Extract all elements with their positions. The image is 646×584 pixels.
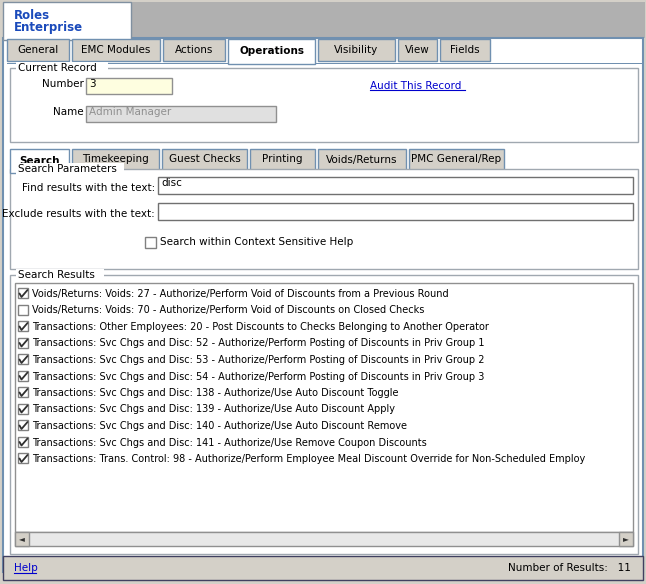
Bar [398, 39, 437, 61]
Text: Transactions: Other Employees: 20 - Post Discounts to Checks Belonging to Anothe: Transactions: Other Employees: 20 - Post… [32, 322, 489, 332]
Text: PMC General/Rep: PMC General/Rep [412, 155, 501, 165]
Text: ►: ► [623, 534, 629, 544]
Text: Transactions: Svc Chgs and Disc: 138 - Authorize/Use Auto Discount Toggle: Transactions: Svc Chgs and Disc: 138 - A… [32, 388, 399, 398]
Text: Search within Context Sensitive Help: Search within Context Sensitive Help [160, 237, 353, 247]
Text: Help: Help [14, 563, 37, 573]
Text: EMC Modules: EMC Modules [81, 45, 151, 55]
Bar [131, 2, 645, 38]
Bar [15, 532, 633, 546]
Bar [409, 149, 504, 170]
Bar [162, 149, 247, 170]
Bar [3, 556, 643, 580]
Text: Number: Number [42, 79, 84, 89]
Bar [18, 321, 28, 331]
Bar [86, 106, 276, 122]
Text: Voids/Returns: Voids: 27 - Authorize/Perform Void of Discounts from a Previous R: Voids/Returns: Voids: 27 - Authorize/Per… [32, 289, 448, 299]
Text: Roles: Roles [14, 9, 50, 22]
Text: Find results with the text:: Find results with the text: [22, 183, 155, 193]
Text: Transactions: Svc Chgs and Disc: 54 - Authorize/Perform Posting of Discounts in : Transactions: Svc Chgs and Disc: 54 - Au… [32, 371, 484, 381]
Text: Voids/Returns: Voids: 70 - Authorize/Perform Void of Discounts on Closed Checks: Voids/Returns: Voids: 70 - Authorize/Per… [32, 305, 424, 315]
Text: Number of Results:   11: Number of Results: 11 [508, 563, 631, 573]
Bar [15, 283, 633, 532]
Bar [10, 275, 638, 554]
Bar [18, 420, 28, 430]
Bar [7, 39, 69, 61]
Bar [16, 163, 124, 175]
Text: Exclude results with the text:: Exclude results with the text: [2, 209, 155, 219]
Text: Audit This Record: Audit This Record [370, 81, 461, 91]
Bar [10, 169, 638, 269]
Text: View: View [405, 45, 430, 55]
Text: Operations: Operations [239, 47, 304, 57]
Bar [228, 39, 315, 64]
Text: Fields: Fields [450, 45, 480, 55]
Bar [250, 149, 315, 170]
Text: Current Record: Current Record [18, 63, 97, 73]
Bar [619, 532, 633, 546]
Text: Transactions: Svc Chgs and Disc: 52 - Authorize/Perform Posting of Discounts in : Transactions: Svc Chgs and Disc: 52 - Au… [32, 339, 484, 349]
Bar [18, 436, 28, 447]
Text: Transactions: Trans. Control: 98 - Authorize/Perform Employee Meal Discount Over: Transactions: Trans. Control: 98 - Autho… [32, 454, 585, 464]
Text: Admin Manager: Admin Manager [89, 107, 171, 117]
Text: Guest Checks: Guest Checks [169, 155, 240, 165]
Text: Voids/Returns: Voids/Returns [326, 155, 398, 165]
Text: Timekeeping: Timekeeping [82, 155, 149, 165]
Text: Visibility: Visibility [335, 45, 379, 55]
Text: Transactions: Svc Chgs and Disc: 53 - Authorize/Perform Posting of Discounts in : Transactions: Svc Chgs and Disc: 53 - Au… [32, 355, 484, 365]
Bar [18, 338, 28, 347]
Bar [440, 39, 490, 61]
Text: Transactions: Svc Chgs and Disc: 140 - Authorize/Use Auto Discount Remove: Transactions: Svc Chgs and Disc: 140 - A… [32, 421, 407, 431]
Bar [158, 203, 633, 220]
Text: Transactions: Svc Chgs and Disc: 141 - Authorize/Use Remove Coupon Discounts: Transactions: Svc Chgs and Disc: 141 - A… [32, 437, 427, 447]
Text: General: General [17, 45, 59, 55]
Bar [158, 177, 633, 194]
Text: Enterprise: Enterprise [14, 21, 83, 34]
Bar [318, 39, 395, 61]
Text: disc: disc [161, 178, 182, 188]
Text: 3: 3 [89, 79, 96, 89]
Bar [72, 149, 159, 170]
Bar [10, 68, 638, 142]
Bar [15, 532, 29, 546]
Bar [3, 556, 643, 580]
Text: Search: Search [19, 156, 59, 166]
Bar [7, 63, 643, 64]
Bar [18, 404, 28, 413]
Bar [163, 39, 225, 61]
Bar [72, 39, 160, 61]
Bar [18, 387, 28, 397]
Text: ◄: ◄ [19, 534, 25, 544]
Bar [16, 62, 108, 74]
Text: Search Results: Search Results [18, 270, 95, 280]
Text: Name: Name [54, 107, 84, 117]
Bar [86, 78, 172, 94]
Bar [318, 149, 406, 170]
Bar [18, 453, 28, 463]
Bar [16, 269, 104, 281]
Bar [145, 237, 156, 248]
Bar [18, 354, 28, 364]
Text: Search Parameters: Search Parameters [18, 164, 117, 174]
Bar [18, 370, 28, 381]
Bar [18, 288, 28, 298]
Bar [18, 304, 28, 315]
Bar [3, 2, 131, 40]
Text: Actions: Actions [175, 45, 213, 55]
Text: Printing: Printing [262, 155, 303, 165]
Bar [10, 149, 69, 173]
Text: Transactions: Svc Chgs and Disc: 139 - Authorize/Use Auto Discount Apply: Transactions: Svc Chgs and Disc: 139 - A… [32, 405, 395, 415]
